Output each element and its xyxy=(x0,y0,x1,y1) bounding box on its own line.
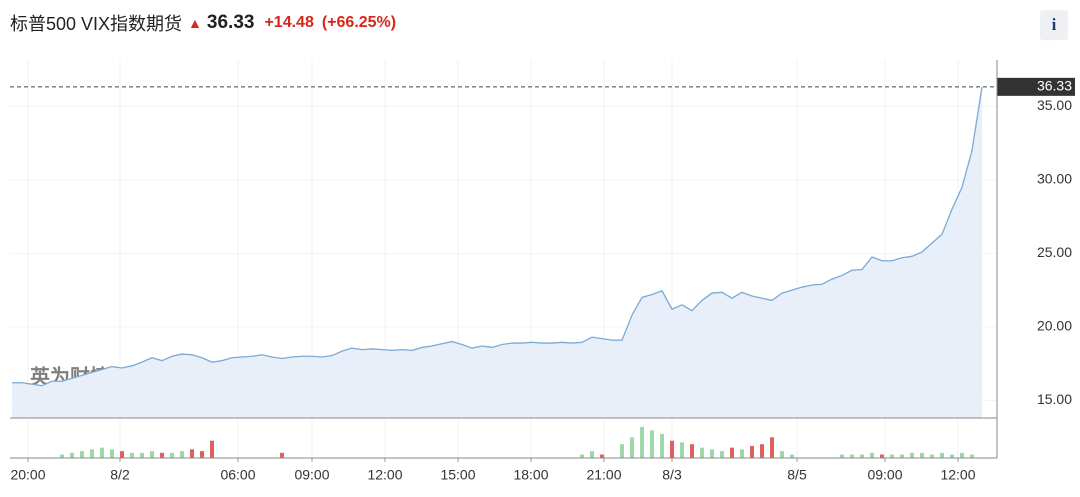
volume-bar xyxy=(680,442,684,458)
volume-bar xyxy=(930,454,934,458)
volume-bar xyxy=(730,447,734,458)
volume-bar xyxy=(170,452,174,458)
volume-bar xyxy=(190,449,194,458)
volume-bar xyxy=(130,452,134,458)
volume-bar xyxy=(670,440,674,458)
change-pct: (+66.25%) xyxy=(321,14,397,31)
x-tick-label: 09:00 xyxy=(867,467,902,483)
volume-bar xyxy=(770,437,774,458)
volume-bar xyxy=(660,433,664,458)
volume-bar xyxy=(780,451,784,458)
volume-bar xyxy=(840,454,844,458)
volume-bar xyxy=(60,454,64,458)
volume-bar xyxy=(720,451,724,458)
volume-bar xyxy=(760,444,764,458)
up-arrow: ▲ xyxy=(188,15,202,31)
info-button[interactable]: i xyxy=(1040,10,1068,40)
x-tick-label: 8/5 xyxy=(787,467,807,483)
change: +14.48 xyxy=(264,14,314,31)
last-price-label: 36.33 xyxy=(1037,78,1072,94)
volume-bar xyxy=(850,454,854,458)
x-tick-label: 15:00 xyxy=(440,467,475,483)
last-price-box xyxy=(997,77,1075,96)
volume-bar xyxy=(910,452,914,458)
volume-bar xyxy=(940,452,944,458)
x-tick-label: 8/2 xyxy=(110,467,130,483)
volume-bar xyxy=(690,444,694,458)
y-tick-label: 25.00 xyxy=(1037,244,1072,260)
x-tick-label: 12:00 xyxy=(940,467,975,483)
volume-bar xyxy=(710,449,714,458)
volume-bar xyxy=(90,449,94,458)
x-tick-label: 09:00 xyxy=(294,467,329,483)
volume-bar xyxy=(160,452,164,458)
volume-bar xyxy=(650,430,654,458)
x-tick-label: 8/3 xyxy=(662,467,682,483)
volume-bar xyxy=(140,452,144,458)
volume-bar xyxy=(180,451,184,458)
y-tick-label: 30.00 xyxy=(1037,171,1072,187)
x-tick-label: 12:00 xyxy=(367,467,402,483)
x-tick-label: 21:00 xyxy=(586,467,621,483)
volume-bar xyxy=(200,451,204,458)
volume-bar xyxy=(920,452,924,458)
volume-bar xyxy=(960,452,964,458)
volume-bar xyxy=(590,451,594,458)
y-tick-label: 15.00 xyxy=(1037,391,1072,407)
y-tick-label: 20.00 xyxy=(1037,318,1072,334)
volume-bar xyxy=(880,454,884,458)
volume-bar xyxy=(700,447,704,458)
x-tick-label: 18:00 xyxy=(513,467,548,483)
volume-bar xyxy=(860,454,864,458)
volume-bar xyxy=(600,454,604,458)
volume-bar xyxy=(750,445,754,458)
volume-bar xyxy=(100,447,104,458)
volume-bar xyxy=(630,437,634,458)
title: 标普500 VIX指数期货 xyxy=(10,14,183,34)
volume-bar xyxy=(80,451,84,458)
volume-bar xyxy=(620,444,624,458)
volume-bar xyxy=(740,449,744,458)
price-line xyxy=(12,86,983,387)
volume-bar xyxy=(890,454,894,458)
header: 标普500 VIX指数期货 ▲ 36.33 +14.48 (+66.25%) xyxy=(10,8,404,38)
volume-bar xyxy=(580,454,584,458)
volume-bar xyxy=(110,449,114,458)
volume-bar xyxy=(950,454,954,458)
area xyxy=(12,86,982,419)
volume-bar xyxy=(790,454,794,458)
x-tick-label: 06:00 xyxy=(220,467,255,483)
volume-bar xyxy=(150,451,154,458)
volume-bar xyxy=(870,452,874,458)
volume-bar xyxy=(70,452,74,458)
volume-bar xyxy=(900,454,904,458)
volume-bar xyxy=(120,451,124,458)
price: 36.33 xyxy=(206,12,255,33)
volume-bar xyxy=(640,426,644,458)
volume-bar xyxy=(210,440,214,458)
y-tick-label: 35.00 xyxy=(1037,97,1072,113)
x-tick-label: 20:00 xyxy=(10,467,45,483)
volume-bar xyxy=(280,452,284,458)
volume-bar xyxy=(970,454,974,458)
